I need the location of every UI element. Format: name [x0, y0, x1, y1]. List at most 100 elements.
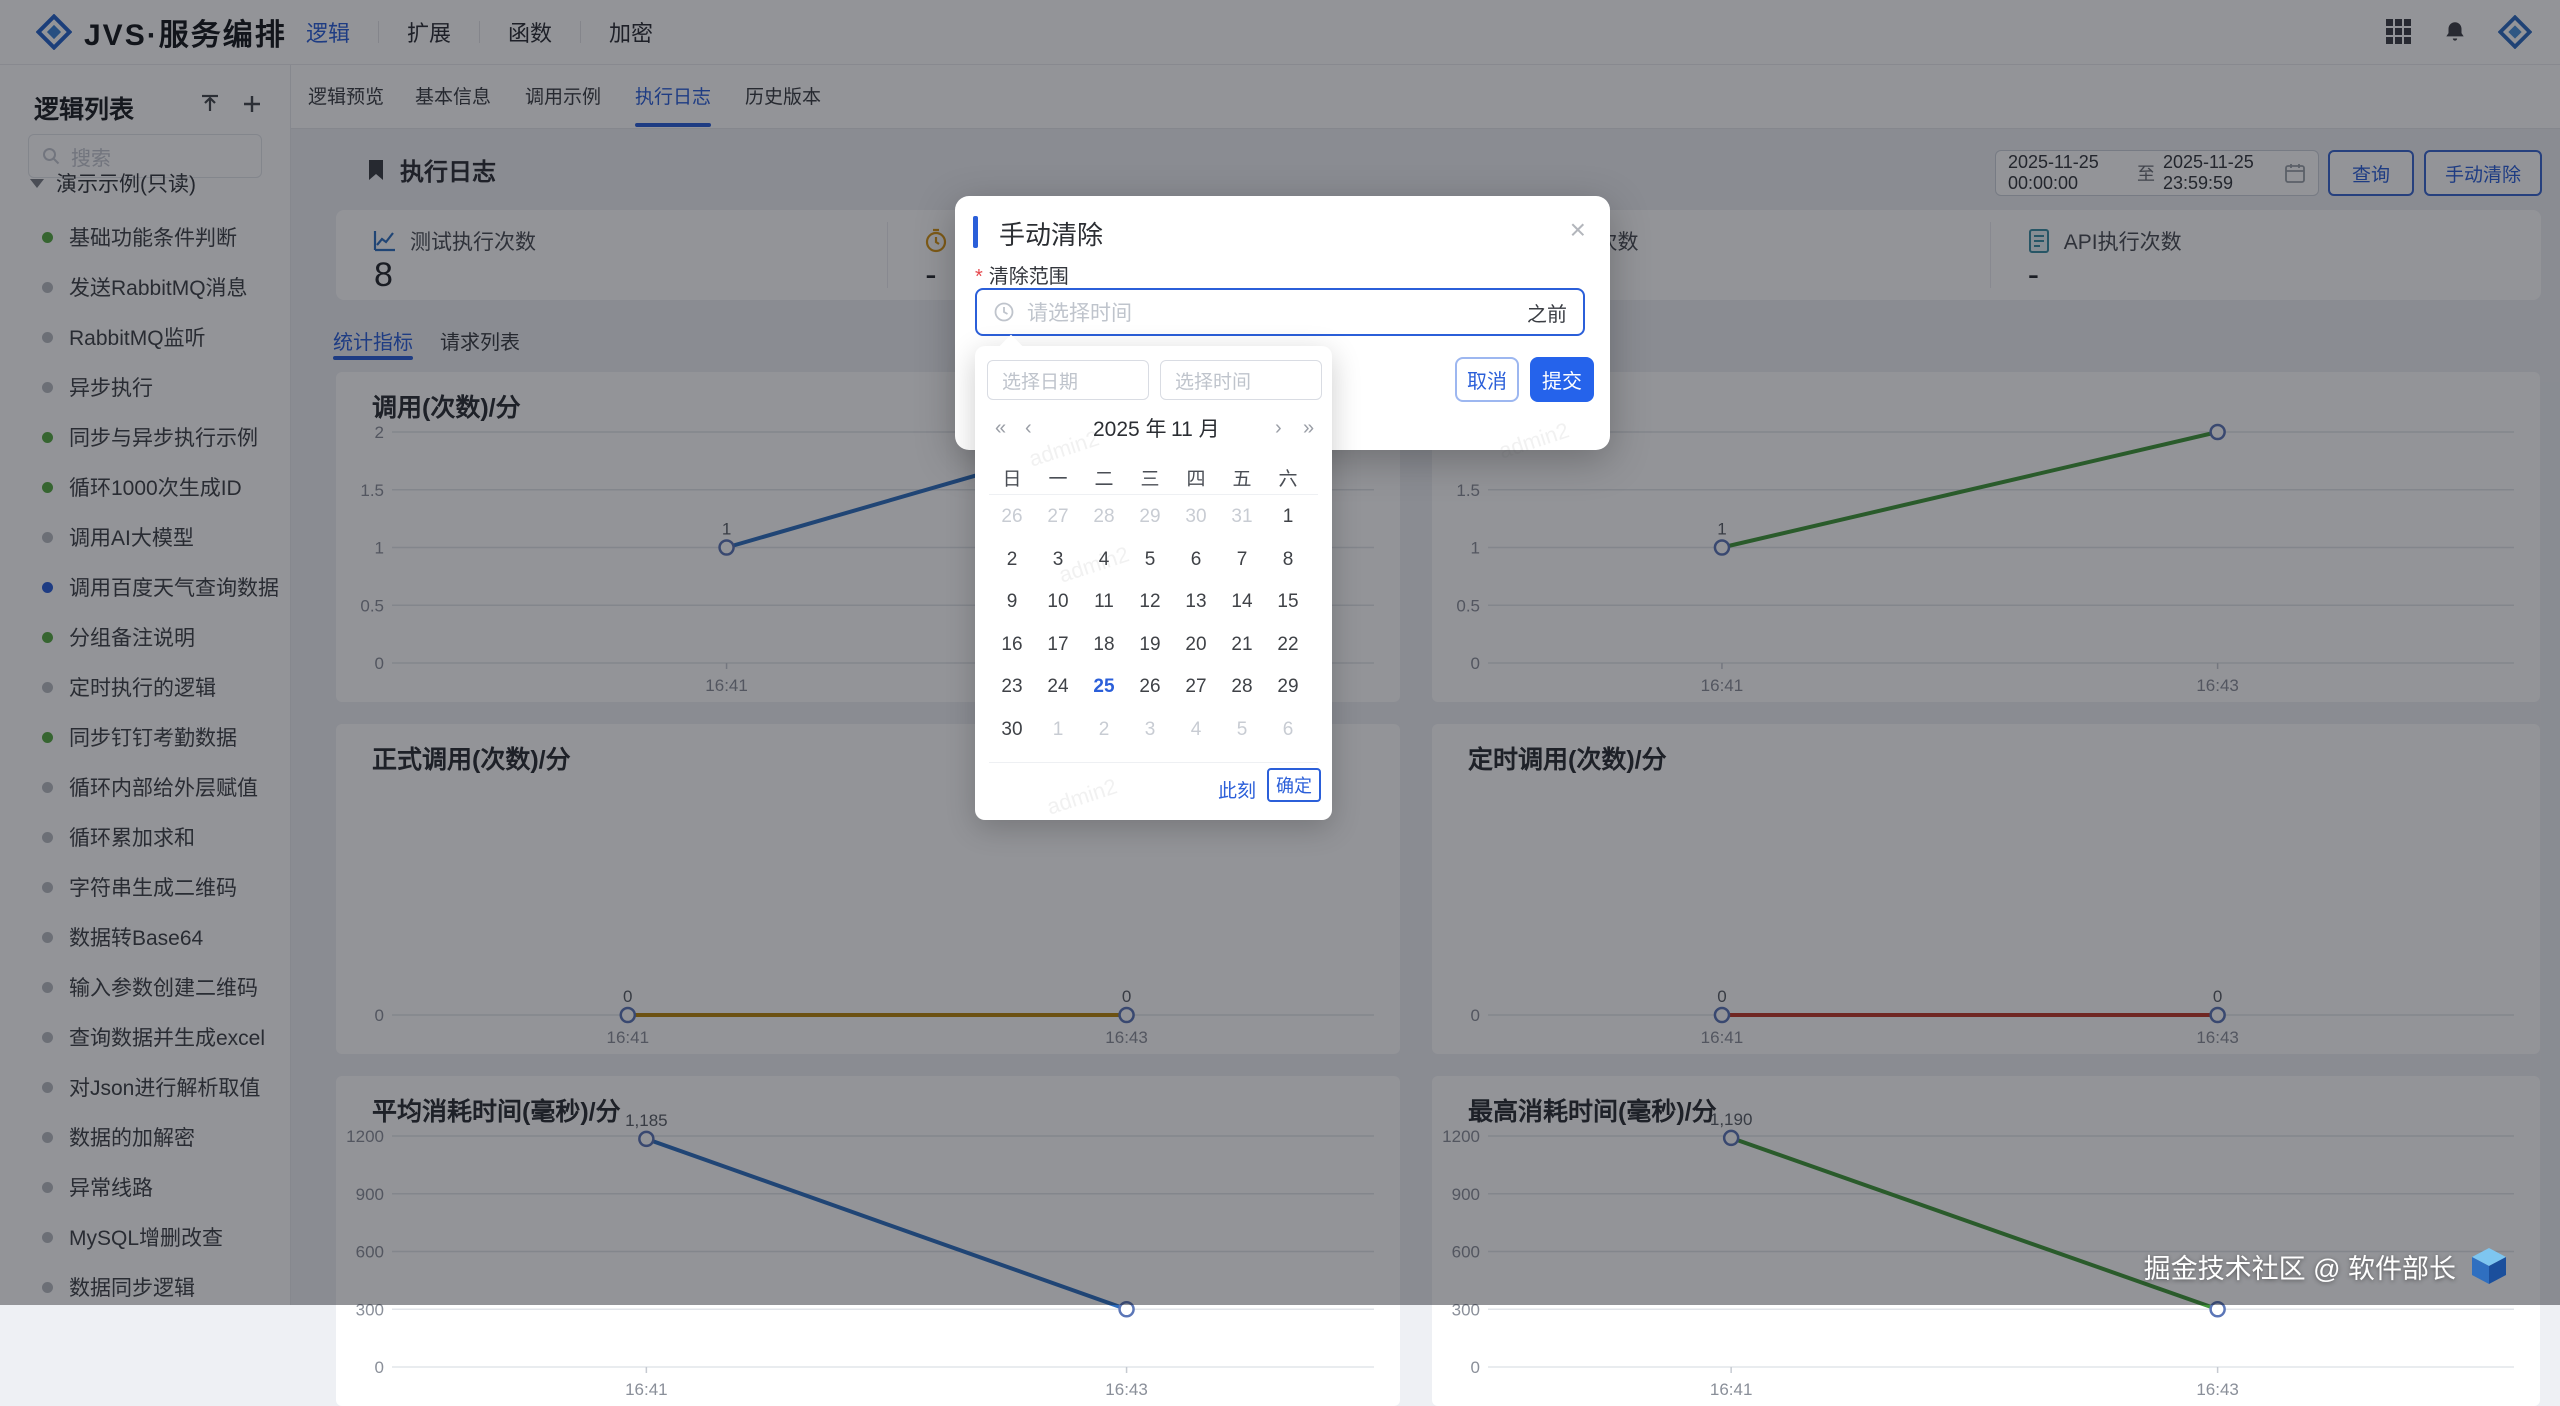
sidebar-item[interactable]: 基础功能条件判断 [42, 222, 237, 252]
sidebar-item[interactable]: 调用AI大模型 [42, 522, 194, 552]
date-from-value[interactable]: 2025-11-25 00:00:00 [2008, 152, 2099, 193]
calendar-day[interactable]: 10 [1047, 591, 1069, 612]
calendar-day[interactable]: 24 [1047, 676, 1069, 697]
pick-time-input[interactable]: 选择时间 [1160, 360, 1322, 400]
calendar-day[interactable]: 2 [1098, 718, 1110, 740]
calendar-day[interactable]: 27 [1185, 676, 1207, 697]
sidebar-item[interactable]: 对Json进行解析取值 [42, 1072, 260, 1102]
calendar-day[interactable]: 3 [1052, 548, 1064, 570]
sidebar-group-demo[interactable]: 演示示例(只读) [30, 168, 196, 198]
sidebar-item[interactable]: 数据转Base64 [42, 922, 203, 952]
sidebar-item[interactable]: 同步与异步执行示例 [42, 422, 258, 452]
sidebar-item[interactable]: 调用百度天气查询数据 [42, 572, 279, 602]
calendar-day[interactable]: 6 [1282, 718, 1294, 740]
tab-request-list[interactable]: 请求列表 [440, 331, 520, 354]
search-input[interactable]: 搜索 [28, 134, 262, 178]
calendar-day[interactable]: 6 [1190, 548, 1202, 570]
sidebar-item[interactable]: 分组备注说明 [42, 622, 195, 652]
calendar-day[interactable]: 27 [1047, 506, 1069, 527]
sidebar-item[interactable]: 字符串生成二维码 [42, 872, 237, 902]
calendar-day[interactable]: 5 [1236, 718, 1248, 740]
calendar-day[interactable]: 28 [1231, 676, 1253, 697]
calendar-day[interactable]: 13 [1185, 591, 1207, 612]
calendar-day[interactable]: 3 [1144, 718, 1156, 740]
sidebar-item[interactable]: 异步执行 [42, 372, 153, 402]
close-icon[interactable]: × [1569, 214, 1586, 245]
calendar-day[interactable]: 20 [1185, 633, 1207, 655]
calendar-day-selected[interactable]: 25 [1093, 676, 1115, 697]
sidebar-item[interactable]: 查询数据并生成excel [42, 1022, 265, 1052]
page-tab-1[interactable]: 基本信息 [415, 87, 492, 108]
calendar-day[interactable]: 21 [1231, 633, 1253, 655]
sidebar-item[interactable]: 数据同步逻辑 [42, 1272, 195, 1302]
calendar-day[interactable]: 16 [1001, 633, 1023, 655]
calendar-day[interactable]: 9 [1006, 591, 1018, 612]
user-logo-icon[interactable] [2498, 15, 2532, 49]
calendar-day[interactable]: 31 [1231, 506, 1253, 527]
year-select[interactable]: 2025 年 [1093, 418, 1167, 441]
submit-button[interactable]: 提交 [1530, 357, 1594, 402]
apps-grid-icon[interactable] [2386, 19, 2412, 45]
next-year-icon[interactable]: » [1303, 416, 1315, 439]
next-month-icon[interactable]: › [1275, 416, 1282, 439]
prev-month-icon[interactable]: ‹ [1025, 416, 1032, 439]
page-tab-2[interactable]: 调用示例 [525, 87, 602, 108]
page-tab-0[interactable]: 逻辑预览 [308, 87, 385, 108]
calendar-day[interactable]: 1 [1282, 506, 1294, 527]
calendar-day[interactable]: 11 [1094, 591, 1114, 612]
add-icon[interactable] [240, 92, 264, 116]
tab-statistics[interactable]: 统计指标 [333, 322, 413, 360]
calendar-day[interactable]: 30 [1185, 506, 1207, 527]
calendar-day[interactable]: 26 [1139, 676, 1161, 697]
calendar-day[interactable]: 29 [1277, 676, 1299, 697]
cancel-button[interactable]: 取消 [1455, 357, 1519, 402]
sidebar-item[interactable]: 数据的加解密 [42, 1122, 195, 1152]
import-icon[interactable] [198, 92, 222, 116]
sidebar-item[interactable]: 循环累加求和 [42, 822, 195, 852]
sidebar-item[interactable]: 异常线路 [42, 1172, 153, 1202]
calendar-day[interactable]: 12 [1139, 591, 1161, 612]
month-select[interactable]: 11 月 [1171, 418, 1220, 441]
calendar-day[interactable]: 2 [1006, 548, 1018, 570]
sidebar-item[interactable]: 定时执行的逻辑 [42, 672, 216, 702]
calendar-day[interactable]: 15 [1277, 591, 1299, 612]
sidebar-item[interactable]: 循环内部给外层赋值 [42, 772, 258, 802]
sidebar-item[interactable]: 同步钉钉考勤数据 [42, 722, 237, 752]
manual-clear-button[interactable]: 手动清除 [2424, 150, 2542, 196]
now-link[interactable]: 此刻 [1218, 781, 1257, 802]
page-tab-3-active[interactable]: 执行日志 [635, 64, 712, 127]
query-button[interactable]: 查询 [2328, 150, 2414, 196]
calendar-day[interactable]: 7 [1236, 548, 1248, 570]
date-range-input[interactable]: 2025-11-25 00:00:00 至 2025-11-25 23:59:5… [1995, 150, 2319, 196]
sidebar-item[interactable]: MySQL增删改查 [42, 1222, 223, 1252]
prev-year-icon[interactable]: « [995, 416, 1007, 439]
calendar-day[interactable]: 1 [1052, 718, 1064, 740]
sidebar-item[interactable]: RabbitMQ监听 [42, 322, 206, 352]
calendar-day[interactable]: 8 [1282, 548, 1294, 570]
calendar-day[interactable]: 4 [1190, 718, 1202, 740]
calendar-day[interactable]: 4 [1098, 548, 1110, 570]
calendar-day[interactable]: 14 [1231, 591, 1253, 612]
calendar-day[interactable]: 30 [1001, 718, 1023, 740]
sidebar-item[interactable]: 发送RabbitMQ消息 [42, 272, 248, 302]
calendar-day[interactable]: 23 [1001, 676, 1023, 697]
calendar-day[interactable]: 17 [1047, 633, 1069, 655]
sidebar-item[interactable]: 循环1000次生成ID [42, 472, 242, 502]
nav-item-3[interactable]: 加密 [609, 21, 654, 46]
sidebar-item[interactable]: 输入参数创建二维码 [42, 972, 258, 1002]
confirm-button[interactable]: 确定 [1267, 768, 1321, 802]
calendar-day[interactable]: 28 [1093, 506, 1115, 527]
nav-item-2[interactable]: 函数 [508, 21, 553, 46]
calendar-day[interactable]: 19 [1139, 633, 1161, 655]
calendar-day[interactable]: 22 [1277, 633, 1299, 655]
calendar-day[interactable]: 18 [1093, 633, 1115, 655]
calendar-day[interactable]: 29 [1139, 506, 1161, 527]
date-to-value[interactable]: 2025-11-25 23:59:59 [2163, 152, 2254, 193]
nav-item-0[interactable]: 逻辑 [306, 21, 351, 46]
pick-date-input[interactable]: 选择日期 [987, 360, 1149, 400]
bell-icon[interactable] [2442, 19, 2468, 45]
clear-time-input[interactable]: 请选择时间 之前 [975, 288, 1585, 336]
nav-item-1[interactable]: 扩展 [407, 21, 452, 46]
calendar-day[interactable]: 26 [1001, 506, 1023, 527]
calendar-day[interactable]: 5 [1144, 548, 1156, 570]
